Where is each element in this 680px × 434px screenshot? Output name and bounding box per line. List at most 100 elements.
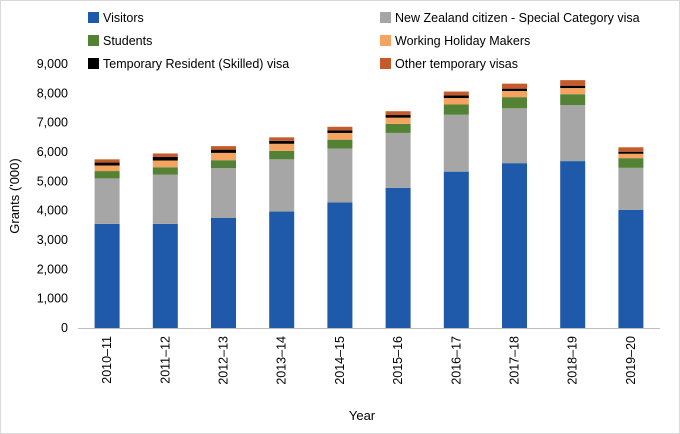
bar-segment-temporary-resident-skilled-visa bbox=[211, 149, 236, 153]
bar-segment-visitors bbox=[560, 161, 586, 328]
bar-segment-visitors bbox=[269, 211, 295, 328]
bar-segment-students bbox=[502, 97, 527, 109]
bar-segment-other-temporary-visas bbox=[269, 137, 295, 141]
bar-segment-new-zealand-citizen-special-category-visa bbox=[211, 168, 236, 218]
x-axis-tick-labels: 2010–11 2011–12 2012–13 2013–14 2014–15 2015–… bbox=[100, 336, 638, 385]
x-tick-label: 2012–13 bbox=[217, 336, 231, 385]
bar-segment-temporary-resident-skilled-visa bbox=[618, 151, 644, 154]
bar-segment-other-temporary-visas bbox=[618, 147, 644, 152]
bar-segment-other-temporary-visas bbox=[385, 111, 411, 116]
bar-segment-working-holiday-makers bbox=[443, 98, 469, 105]
y-tick-label: 4,000 bbox=[37, 204, 68, 218]
bar-segment-working-holiday-makers bbox=[152, 160, 178, 168]
bar-segment-new-zealand-citizen-special-category-visa bbox=[152, 174, 178, 224]
bar-segment-temporary-resident-skilled-visa bbox=[385, 115, 411, 118]
bar-segment-students bbox=[385, 123, 411, 133]
x-tick-label: 2018–19 bbox=[566, 336, 580, 385]
legend-swatch-nz-citizen-special-category-visa bbox=[380, 12, 391, 23]
bar-segment-temporary-resident-skilled-visa bbox=[152, 156, 178, 161]
bar-segment-other-temporary-visas bbox=[152, 153, 178, 157]
legend-label-students: Students bbox=[103, 34, 152, 48]
bar-segment-students bbox=[560, 94, 586, 106]
x-tick-label: 2016–17 bbox=[449, 336, 463, 385]
y-tick-label: 1,000 bbox=[37, 292, 68, 306]
legend-swatch-students bbox=[88, 35, 99, 46]
bar-segment-visitors bbox=[152, 223, 178, 328]
bar-segment-visitors bbox=[618, 209, 644, 328]
legend: Visitors New Zealand citizen - Special C… bbox=[88, 11, 640, 71]
bar-segment-other-temporary-visas bbox=[327, 126, 353, 131]
bar-segment-temporary-resident-skilled-visa bbox=[269, 140, 295, 144]
x-tick-label: 2017–18 bbox=[508, 336, 522, 385]
bar-segment-temporary-resident-skilled-visa bbox=[443, 95, 469, 99]
legend-swatch-temporary-resident-skilled-visa bbox=[88, 58, 99, 69]
bar-segment-visitors bbox=[502, 163, 527, 328]
bar-segment-working-holiday-makers bbox=[502, 90, 527, 98]
bar-segment-visitors bbox=[211, 218, 236, 328]
bar-segment-visitors bbox=[327, 202, 353, 328]
bar-segment-visitors bbox=[443, 171, 469, 328]
bar-segment-working-holiday-makers bbox=[385, 117, 411, 124]
bar-segment-other-temporary-visas bbox=[560, 80, 586, 86]
bar-segment-visitors bbox=[385, 187, 411, 328]
bar-segment-students bbox=[152, 167, 178, 175]
bar-segment-temporary-resident-skilled-visa bbox=[94, 162, 120, 166]
y-tick-label: 8,000 bbox=[37, 86, 68, 100]
x-tick-label: 2010–11 bbox=[100, 336, 114, 384]
bars bbox=[94, 80, 644, 328]
bar-segment-other-temporary-visas bbox=[502, 83, 527, 89]
bar-segment-students bbox=[327, 139, 353, 149]
bar-segment-other-temporary-visas bbox=[443, 91, 469, 96]
legend-label-temporary-resident-skilled-visa: Temporary Resident (Skilled) visa bbox=[103, 57, 289, 71]
bar-segment-new-zealand-citizen-special-category-visa bbox=[443, 114, 469, 172]
bar-segment-students bbox=[618, 158, 644, 168]
y-tick-label: 6,000 bbox=[37, 145, 68, 159]
bar-segment-other-temporary-visas bbox=[94, 159, 120, 163]
y-axis-title: Grants ('000) bbox=[7, 158, 22, 233]
x-tick-label: 2019–20 bbox=[624, 336, 638, 385]
bar-segment-working-holiday-makers bbox=[618, 153, 644, 159]
bar-segment-new-zealand-citizen-special-category-visa bbox=[618, 167, 644, 210]
bar-segment-students bbox=[211, 160, 236, 169]
legend-label-nz-citizen-special-category-visa: New Zealand citizen - Special Category v… bbox=[395, 11, 640, 25]
bar-segment-students bbox=[269, 150, 295, 160]
legend-label-working-holiday-makers: Working Holiday Makers bbox=[395, 34, 530, 48]
y-tick-label: 7,000 bbox=[37, 116, 68, 130]
bar-segment-temporary-resident-skilled-visa bbox=[502, 88, 527, 91]
bar-segment-new-zealand-citizen-special-category-visa bbox=[560, 105, 586, 162]
legend-label-other-temporary-visas: Other temporary visas bbox=[395, 57, 518, 71]
y-tick-label: 3,000 bbox=[37, 233, 68, 247]
bar-segment-working-holiday-makers bbox=[211, 152, 236, 161]
bar-segment-new-zealand-citizen-special-category-visa bbox=[502, 108, 527, 164]
x-tick-label: 2013–14 bbox=[275, 336, 289, 385]
bar-segment-working-holiday-makers bbox=[560, 88, 586, 95]
bar-segment-temporary-resident-skilled-visa bbox=[560, 85, 586, 89]
x-tick-label: 2011–12 bbox=[158, 336, 172, 384]
bar-segment-working-holiday-makers bbox=[327, 132, 353, 140]
x-axis-title: Year bbox=[349, 408, 376, 423]
bar-segment-students bbox=[94, 171, 120, 179]
legend-label-visitors: Visitors bbox=[103, 11, 144, 25]
y-tick-label: 2,000 bbox=[37, 262, 68, 276]
y-tick-label: 0 bbox=[61, 321, 68, 335]
bar-segment-visitors bbox=[94, 223, 120, 328]
y-axis-tick-labels: 0 1,000 2,000 3,000 4,000 5,000 6,000 7,000 8,00… bbox=[37, 57, 68, 335]
bar-segment-new-zealand-citizen-special-category-visa bbox=[327, 148, 353, 203]
bar-segment-new-zealand-citizen-special-category-visa bbox=[269, 159, 295, 212]
legend-swatch-working-holiday-makers bbox=[380, 35, 391, 46]
bar-segment-temporary-resident-skilled-visa bbox=[327, 130, 353, 133]
legend-swatch-other-temporary-visas bbox=[380, 58, 391, 69]
bar-segment-students bbox=[443, 104, 469, 115]
bar-segment-new-zealand-citizen-special-category-visa bbox=[385, 132, 411, 188]
bar-segment-other-temporary-visas bbox=[211, 146, 236, 150]
x-tick-label: 2014–15 bbox=[333, 336, 347, 385]
y-tick-label: 5,000 bbox=[37, 174, 68, 188]
bar-segment-working-holiday-makers bbox=[269, 143, 295, 151]
bar-segment-new-zealand-citizen-special-category-visa bbox=[94, 178, 120, 224]
x-tick-label: 2015–16 bbox=[391, 336, 405, 385]
bar-segment-working-holiday-makers bbox=[94, 165, 120, 172]
legend-swatch-visitors bbox=[88, 12, 99, 23]
y-tick-label: 9,000 bbox=[37, 57, 68, 71]
